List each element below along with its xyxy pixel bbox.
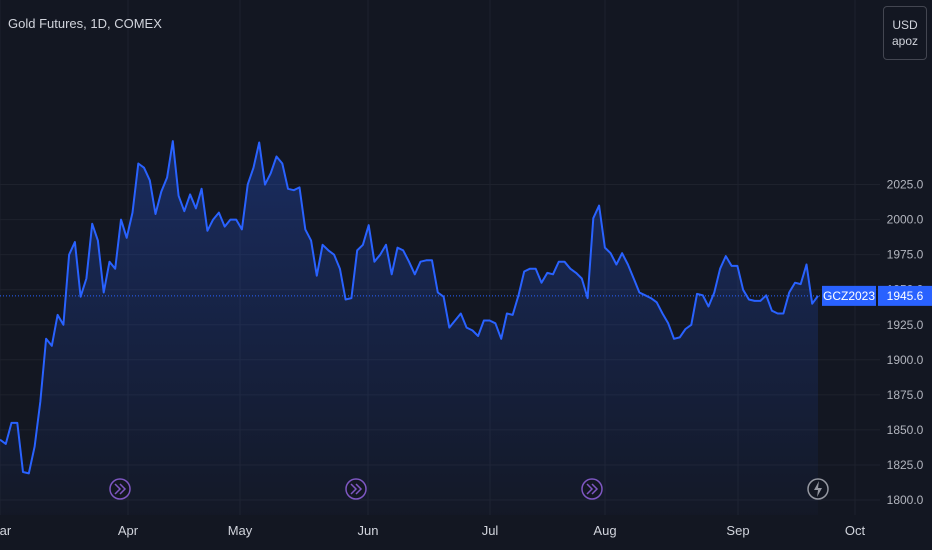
event-markers bbox=[109, 478, 829, 500]
chart-title: Gold Futures, 1D, COMEX bbox=[8, 16, 162, 31]
x-tick-label: Sep bbox=[726, 523, 749, 538]
price-line bbox=[0, 140, 819, 475]
earnings-event-icon[interactable] bbox=[807, 478, 829, 500]
symbol-label-bg bbox=[822, 285, 876, 306]
x-tick-label: Oct bbox=[845, 523, 866, 538]
y-tick-label: 1850.0 bbox=[887, 423, 924, 437]
unit-label: apoz bbox=[891, 34, 919, 48]
y-tick-label: 2025.0 bbox=[887, 178, 924, 192]
y-tick-label: 1825.0 bbox=[887, 458, 924, 472]
last-price-bg bbox=[878, 285, 932, 306]
x-tick-label: Mar bbox=[0, 523, 12, 538]
y-tick-label: 1975.0 bbox=[887, 248, 924, 262]
price-area-fill bbox=[0, 141, 818, 515]
y-tick-label: 1800.0 bbox=[887, 493, 924, 507]
time-axis: Mar Apr May Jun Jul Aug Sep Oct bbox=[0, 523, 865, 538]
x-tick-label: Apr bbox=[118, 523, 139, 538]
y-tick-label: 1925.0 bbox=[887, 318, 924, 332]
last-price-marker: GCZ2023 1945.6 bbox=[0, 285, 932, 306]
y-tick-label: 1900.0 bbox=[887, 353, 924, 367]
symbol-label: GCZ2023 bbox=[823, 289, 875, 303]
price-series bbox=[0, 140, 819, 515]
x-tick-label: Aug bbox=[593, 523, 616, 538]
last-price-label: 1945.6 bbox=[887, 289, 924, 303]
y-tick-label: 1875.0 bbox=[887, 388, 924, 402]
price-axis: 1800.01825.01850.01875.01900.01925.01950… bbox=[887, 178, 924, 507]
currency-unit-button[interactable]: USD apoz bbox=[883, 6, 927, 60]
x-tick-label: Jul bbox=[482, 523, 499, 538]
y-tick-label: 2000.0 bbox=[887, 213, 924, 227]
currency-label: USD bbox=[892, 18, 918, 32]
dividend-event-icon[interactable] bbox=[581, 478, 603, 500]
x-tick-label: May bbox=[228, 523, 253, 538]
x-tick-label: Jun bbox=[358, 523, 379, 538]
dividend-event-icon[interactable] bbox=[109, 478, 131, 500]
dividend-event-icon[interactable] bbox=[345, 478, 367, 500]
